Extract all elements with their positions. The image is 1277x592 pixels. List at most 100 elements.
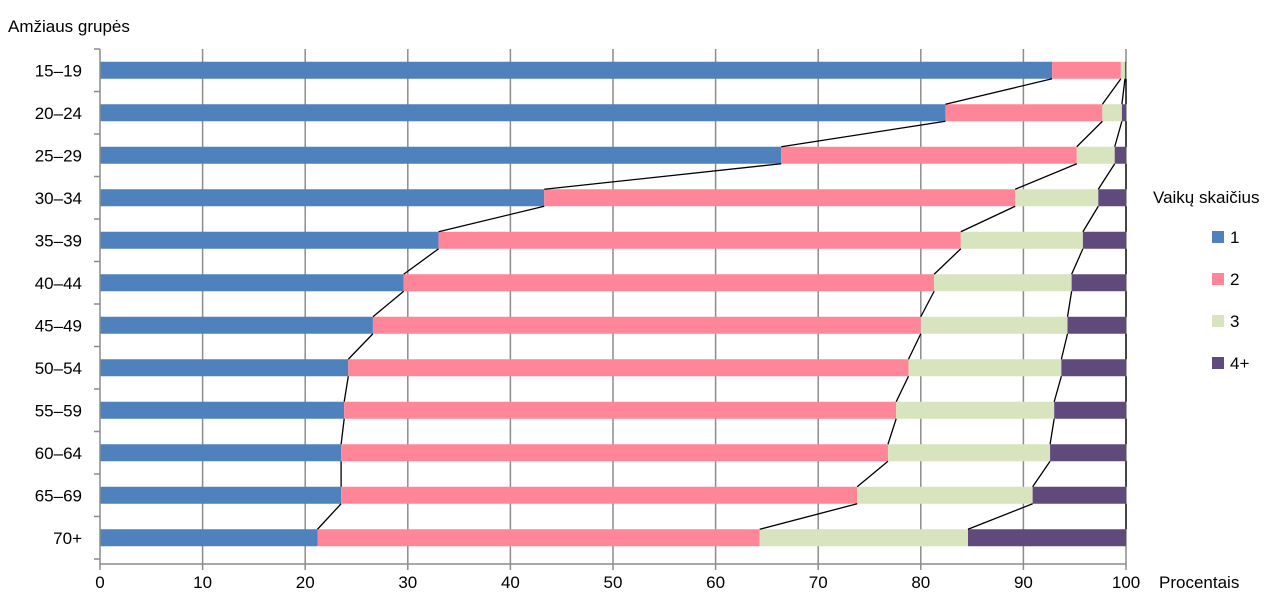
series-line — [887, 418, 897, 445]
bar-segment — [100, 444, 342, 462]
y-tick-label: 35–39 — [35, 231, 82, 250]
series-line — [895, 375, 910, 403]
bar-segment — [1052, 61, 1121, 79]
series-line — [403, 248, 439, 275]
series-line — [1071, 248, 1084, 275]
bar-segment — [1015, 189, 1099, 207]
x-tick-label: 80 — [911, 573, 930, 592]
bar-segment — [934, 274, 1072, 292]
bar-segment — [967, 529, 1126, 547]
x-tick-label: 10 — [193, 573, 212, 592]
y-tick-label: 30–34 — [35, 189, 82, 208]
legend-label: 2 — [1230, 270, 1239, 289]
legend-label: 1 — [1230, 228, 1239, 247]
bar-segment — [1121, 104, 1126, 122]
series-line — [1076, 120, 1103, 148]
bar-segment — [100, 359, 349, 377]
bar-segment — [1032, 486, 1126, 504]
y-axis-title: Amžiaus grupės — [8, 17, 130, 36]
series-line — [544, 163, 782, 190]
series-line — [343, 376, 349, 402]
bar-segment — [100, 486, 342, 504]
bar-segment — [100, 189, 545, 207]
bar-segment — [920, 316, 1068, 334]
legend-label: 4+ — [1230, 354, 1249, 373]
y-tick-label: 25–29 — [35, 146, 82, 165]
bar-segment — [100, 231, 439, 249]
series-line — [372, 290, 405, 318]
bar-segment — [341, 444, 888, 462]
y-tick-label: 15–19 — [35, 61, 82, 80]
bar-segment — [781, 146, 1077, 164]
bar-segment — [1098, 189, 1126, 207]
y-tick-label: 60–64 — [35, 444, 82, 463]
bar-segment — [1120, 61, 1125, 79]
bar-segment — [759, 529, 968, 547]
y-tick-label: 45–49 — [35, 316, 82, 335]
series-line — [1014, 163, 1078, 190]
series-line — [340, 418, 345, 445]
bar-segment — [100, 316, 373, 334]
bar-segment — [1102, 104, 1122, 122]
bar-segment — [438, 231, 961, 249]
x-tick-label: 60 — [706, 573, 725, 592]
bar-segment — [100, 61, 1053, 79]
x-tick-label: 100 — [1112, 573, 1140, 592]
series-line — [856, 460, 889, 488]
series-line — [347, 333, 374, 360]
series-line — [1114, 121, 1123, 147]
y-tick-label: 50–54 — [35, 359, 82, 378]
axes: 0 10 20 30 40 50 60 70 80 90 100 15–19 20–24 25–29 30–… — [35, 48, 1140, 592]
series-line — [920, 290, 935, 318]
bar-segment — [896, 401, 1055, 419]
x-tick-label: 20 — [296, 573, 315, 592]
bar-segment — [341, 486, 858, 504]
series-line — [1032, 460, 1051, 488]
series-line — [1101, 78, 1122, 105]
bars — [100, 61, 1126, 547]
bar-segment — [1124, 61, 1126, 79]
y-tick-label: 20–24 — [35, 104, 82, 123]
series-line — [1053, 376, 1062, 402]
y-tick-label: 70+ — [53, 529, 82, 548]
series-line — [933, 248, 962, 275]
series-line — [907, 333, 922, 360]
series-line — [1066, 291, 1073, 317]
series-line — [960, 205, 1016, 233]
bar-segment — [100, 274, 404, 292]
y-tick-label: 55–59 — [35, 401, 82, 420]
legend-label: 3 — [1230, 312, 1239, 331]
bar-segment — [857, 486, 1033, 504]
bar-segment — [317, 529, 760, 547]
x-tick-label: 90 — [1014, 573, 1033, 592]
legend-swatch — [1212, 273, 1224, 285]
x-tick-label: 30 — [398, 573, 417, 592]
legend-title: Vaikų skaičius — [1153, 188, 1259, 207]
legend-swatch — [1212, 357, 1224, 369]
bar-segment — [1114, 146, 1126, 164]
x-tick-label: 70 — [809, 573, 828, 592]
x-tick-label: 0 — [95, 573, 104, 592]
bar-segment — [344, 401, 897, 419]
bar-segment — [100, 104, 946, 122]
bar-segment — [372, 316, 921, 334]
series-line — [1060, 333, 1069, 360]
x-axis-title: Procentais — [1159, 573, 1239, 592]
x-tick-label: 50 — [604, 573, 623, 592]
bar-segment — [1076, 146, 1115, 164]
bar-segment — [1050, 444, 1126, 462]
series-line — [759, 503, 858, 530]
series-line — [1049, 418, 1055, 445]
legend-swatch — [1212, 315, 1224, 327]
x-tick-label: 40 — [501, 573, 520, 592]
bar-segment — [100, 529, 318, 547]
bar-segment — [1071, 274, 1126, 292]
bar-segment — [348, 359, 909, 377]
series-line — [967, 503, 1033, 530]
series-line — [945, 78, 1053, 105]
bar-segment — [100, 401, 345, 419]
series-line — [1121, 78, 1126, 105]
series-line — [1097, 163, 1116, 190]
bar-segment — [403, 274, 935, 292]
